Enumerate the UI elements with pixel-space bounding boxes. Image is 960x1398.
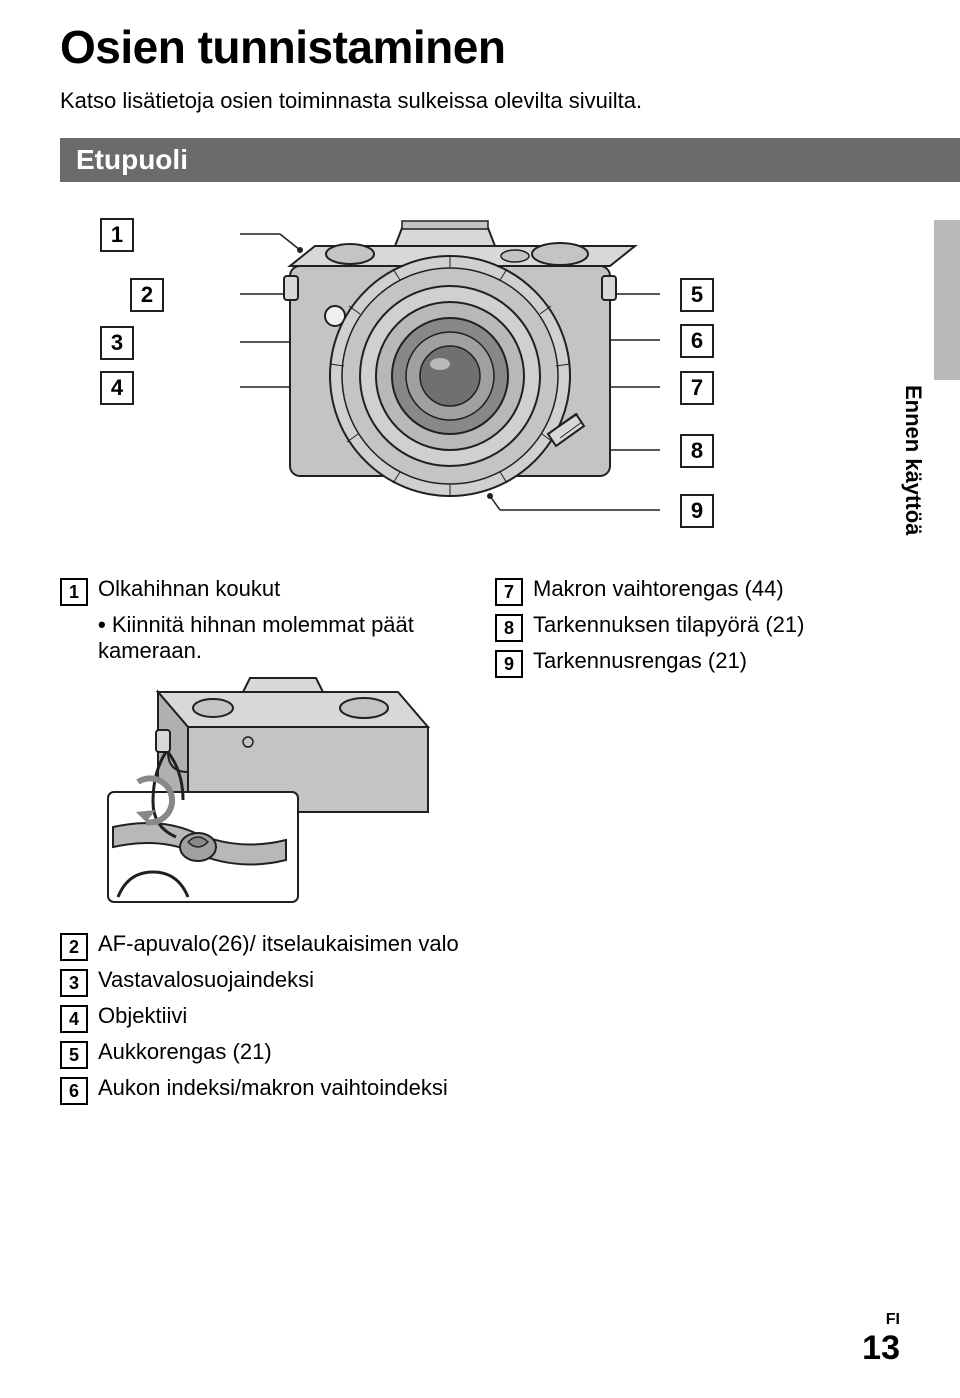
footer-page-number: 13: [862, 1329, 900, 1368]
legend-label-2: AF-apuvalo(26)/ itselaukaisimen valo: [98, 931, 459, 957]
side-tab: [934, 220, 960, 380]
callout-1: 1: [100, 218, 134, 252]
legend-num-1: 1: [60, 578, 88, 606]
callout-2: 2: [130, 278, 164, 312]
callout-4: 4: [100, 371, 134, 405]
section-heading: Etupuoli: [60, 138, 960, 182]
legend-item-8: 8 Tarkennuksen tilapyörä (21): [495, 612, 900, 642]
legend-item-7: 7 Makron vaihtorengas (44): [495, 576, 900, 606]
subtitle: Katso lisätietoja osien toiminnasta sulk…: [60, 88, 900, 114]
side-label: Ennen käyttöä: [900, 385, 926, 535]
camera-front-icon: [240, 206, 660, 546]
legend-label-5: Aukkorengas (21): [98, 1039, 272, 1065]
legend-columns: 1 Olkahihnan koukut Kiinnitä hihnan mole…: [60, 576, 900, 1111]
legend-num-9: 9: [495, 650, 523, 678]
legend-left-column: 1 Olkahihnan koukut Kiinnitä hihnan mole…: [60, 576, 465, 1111]
page-title: Osien tunnistaminen: [60, 20, 900, 74]
page-footer: FI 13: [862, 1311, 900, 1368]
legend-item-1: 1 Olkahihnan koukut: [60, 576, 465, 606]
legend-num-8: 8: [495, 614, 523, 642]
callout-7: 7: [680, 371, 714, 405]
camera-diagram: 1 2 3 4 5 6 7 8 9: [100, 196, 900, 566]
legend-num-4: 4: [60, 1005, 88, 1033]
footer-lang: FI: [862, 1311, 900, 1329]
legend-label-7: Makron vaihtorengas (44): [533, 576, 784, 602]
legend-item-4: 4 Objektiivi: [60, 1003, 465, 1033]
legend-label-9: Tarkennusrengas (21): [533, 648, 747, 674]
legend-label-4: Objektiivi: [98, 1003, 187, 1029]
callout-8: 8: [680, 434, 714, 468]
legend-label-6: Aukon indeksi/makron vaihtoindeksi: [98, 1075, 448, 1101]
legend-item-3: 3 Vastavalosuojaindeksi: [60, 967, 465, 997]
legend-label-1: Olkahihnan koukut: [98, 576, 280, 602]
legend-num-3: 3: [60, 969, 88, 997]
legend-num-7: 7: [495, 578, 523, 606]
legend-num-2: 2: [60, 933, 88, 961]
callout-3: 3: [100, 326, 134, 360]
callout-6: 6: [680, 324, 714, 358]
legend-right-column: 7 Makron vaihtorengas (44) 8 Tarkennukse…: [495, 576, 900, 1111]
legend-num-6: 6: [60, 1077, 88, 1105]
legend-label-3: Vastavalosuojaindeksi: [98, 967, 314, 993]
legend-bullet-1: Kiinnitä hihnan molemmat päät kameraan.: [98, 612, 465, 664]
strap-attachment-icon: [98, 672, 465, 917]
callout-9: 9: [680, 494, 714, 528]
legend-item-6: 6 Aukon indeksi/makron vaihtoindeksi: [60, 1075, 465, 1105]
legend-item-9: 9 Tarkennusrengas (21): [495, 648, 900, 678]
callout-5: 5: [680, 278, 714, 312]
legend-num-5: 5: [60, 1041, 88, 1069]
legend-label-8: Tarkennuksen tilapyörä (21): [533, 612, 804, 638]
legend-item-2: 2 AF-apuvalo(26)/ itselaukaisimen valo: [60, 931, 465, 961]
legend-item-5: 5 Aukkorengas (21): [60, 1039, 465, 1069]
